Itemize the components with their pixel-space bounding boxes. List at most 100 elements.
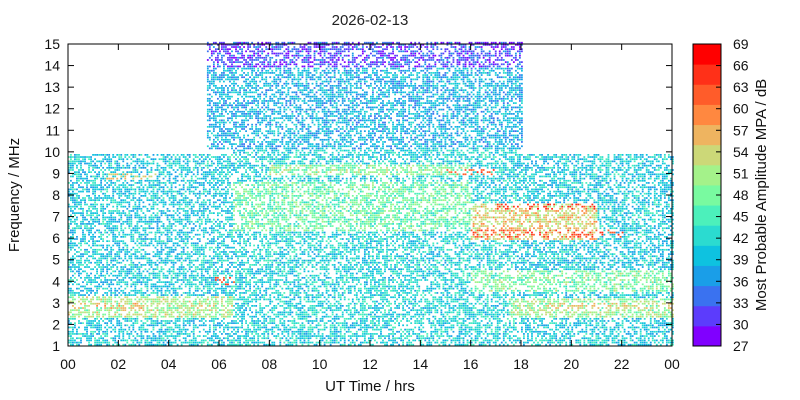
heatmap-cell [164,292,167,294]
heatmap-cell [202,210,205,212]
heatmap-cell [239,309,241,312]
heatmap-cell [136,289,139,292]
heatmap-cell [116,322,119,324]
heatmap-cell [136,244,139,247]
heatmap-cell [88,171,90,173]
heatmap-cell [84,311,86,314]
heatmap-cell [210,294,213,296]
heatmap-cell [86,317,88,320]
heatmap-cell [98,337,101,340]
heatmap-cell [128,255,131,258]
heatmap-cell [162,192,165,195]
heatmap-cell [214,289,217,292]
heatmap-cell [227,268,229,271]
heatmap-cell [80,214,82,217]
heatmap-cell [221,201,223,204]
heatmap-cell [100,223,103,225]
heatmap-cell [164,333,167,335]
heatmap-cell [154,268,157,271]
heatmap-cell [214,201,217,204]
heatmap-cell [202,279,205,281]
heatmap-cell [96,339,98,342]
heatmap-cell [106,173,109,176]
heatmap-cell [219,119,221,122]
heatmap-cell [160,315,163,318]
heatmap-cell [154,276,157,279]
heatmap-cell [92,268,94,271]
heatmap-cell [112,212,115,214]
heatmap-cell [112,182,115,184]
heatmap-cell [86,311,88,314]
heatmap-cell [94,218,96,221]
heatmap-cell [182,309,185,312]
heatmap-cell [110,337,113,340]
heatmap-cell [227,147,229,150]
heatmap-cell [78,266,80,268]
heatmap-cell [98,339,101,342]
heatmap-cell [210,335,213,337]
heatmap-cell [174,309,177,312]
heatmap-cells [68,41,674,346]
heatmap-cell [231,235,233,238]
heatmap-cell [110,257,113,260]
heatmap-cell [124,307,127,309]
heatmap-cell [120,274,123,277]
heatmap-cell [118,192,121,195]
heatmap-cell [144,322,147,324]
heatmap-cell [150,283,153,286]
heatmap-cell [130,289,133,292]
heatmap-cell [98,341,101,344]
heatmap-cell [186,238,189,240]
heatmap-cell [223,317,225,320]
heatmap-cell [221,164,223,167]
heatmap-cell [239,261,241,264]
heatmap-cell [221,91,223,94]
heatmap-cell [219,255,221,258]
heatmap-cell [142,175,145,178]
heatmap-cell [208,281,211,284]
heatmap-cell [208,173,211,176]
heatmap-cell [92,244,94,247]
heatmap-cell [78,186,80,189]
heatmap-cell [138,190,141,193]
heatmap-cell [214,192,217,195]
heatmap-cell [78,195,80,197]
heatmap-cell [102,240,105,243]
heatmap-cell [170,307,173,309]
heatmap-cell [178,203,181,206]
heatmap-cell [144,251,147,253]
heatmap-cell [223,123,225,126]
heatmap-cell [219,330,221,333]
heatmap-cell [140,305,143,307]
heatmap-cell [210,44,213,46]
heatmap-cell [146,186,149,189]
heatmap-cell [241,305,243,307]
heatmap-cell [231,154,233,156]
heatmap-cell [148,274,151,277]
heatmap-cell [152,154,155,156]
heatmap-cell [102,160,105,163]
heatmap-cell [138,298,141,301]
heatmap-cell [172,154,175,156]
heatmap-cell [192,333,195,335]
heatmap-cell [94,162,96,165]
heatmap-cell [216,235,219,238]
heatmap-cell [239,41,241,44]
heatmap-cell [156,264,159,266]
heatmap-cell [100,179,103,182]
heatmap-cell [84,326,86,329]
heatmap-cell [154,264,157,266]
heatmap-cell [98,296,101,299]
heatmap-cell [227,97,229,100]
heatmap-cell [156,244,159,247]
heatmap-cell [88,266,90,268]
heatmap-cell [72,220,74,223]
heatmap-cell [84,242,86,245]
heatmap-cell [174,177,177,180]
heatmap-cell [182,210,185,212]
heatmap-cell [168,231,171,234]
heatmap-cell [229,333,231,335]
heatmap-cell [231,72,233,74]
heatmap-cell [118,246,121,249]
heatmap-cell [227,298,229,301]
